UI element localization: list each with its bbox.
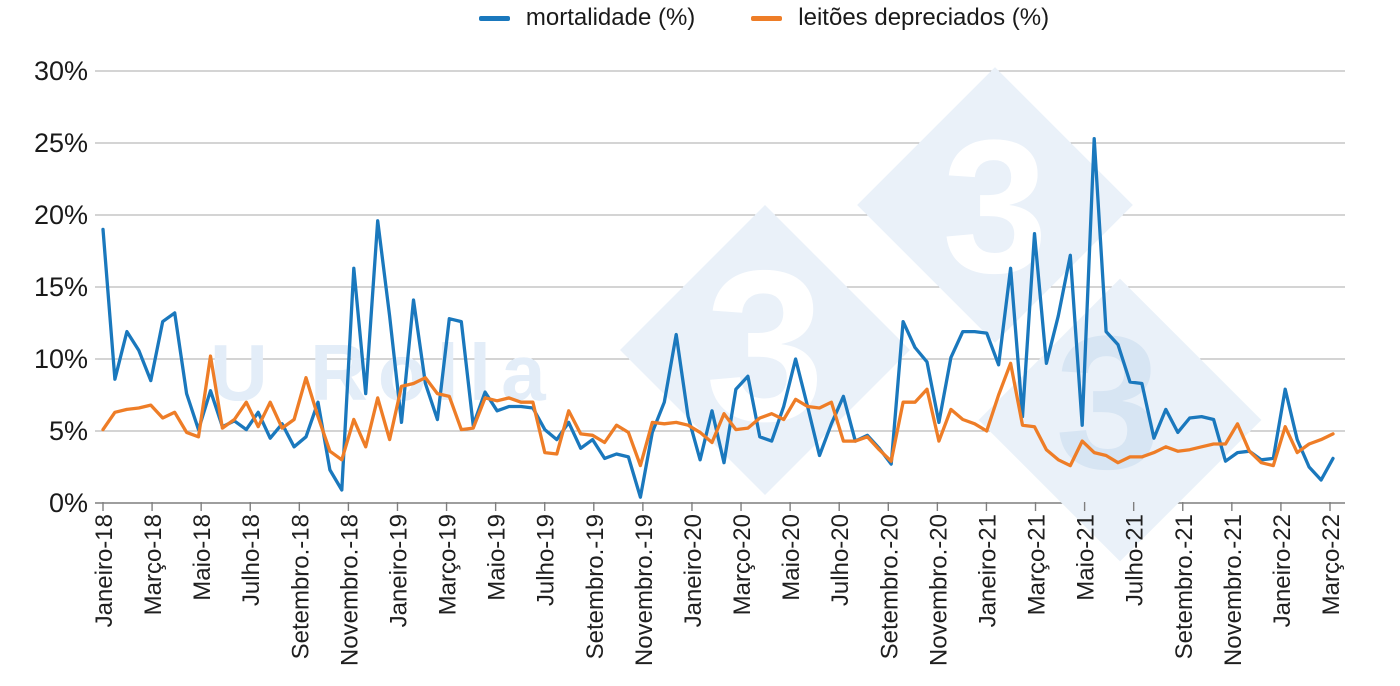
y-tick-label-25%: 25% bbox=[34, 128, 88, 158]
x-tick-label-Setembro.-20: Setembro.-20 bbox=[876, 514, 903, 659]
series-line-leitoes-depreciados bbox=[101, 354, 1335, 468]
x-tick-label-Maio-18: Maio-18 bbox=[189, 514, 216, 601]
legend-item-leitoes-depreciados: leitões depreciados (%) bbox=[751, 4, 1049, 32]
legend-label-mortalidade: mortalidade (%) bbox=[525, 4, 696, 31]
x-tick-label-Julho-19: Julho-19 bbox=[533, 514, 560, 606]
x-tick-label-Julho-20: Julho-20 bbox=[827, 514, 854, 606]
legend-line-marker-blue-icon bbox=[478, 15, 510, 21]
y-tick-label-0%: 0% bbox=[49, 488, 88, 518]
y-tick-label-10%: 10% bbox=[34, 344, 88, 374]
x-axis-ticks bbox=[102, 502, 1331, 511]
legend-label-leitoes-depreciados: leitões depreciados (%) bbox=[798, 4, 1050, 31]
legend-item-mortalidade: mortalidade (%) bbox=[478, 4, 696, 32]
x-tick-label-Maio-21: Maio-21 bbox=[1073, 514, 1100, 601]
x-tick-label-Janeiro-19: Janeiro-19 bbox=[385, 514, 412, 627]
x-tick-label-Setembro.-19: Setembro.-19 bbox=[582, 514, 609, 659]
series-line-mortalidade bbox=[101, 137, 1335, 499]
x-tick-label-Março-21: Março-21 bbox=[1024, 514, 1051, 615]
x-tick-label-Janeiro-18: Janeiro-18 bbox=[91, 514, 118, 627]
x-tick-label-Janeiro-22: Janeiro-22 bbox=[1269, 514, 1296, 627]
x-tick-label-Março-19: Março-19 bbox=[435, 514, 462, 615]
x-tick-label-Setembro.-21: Setembro.-21 bbox=[1171, 514, 1198, 659]
x-tick-label-Maio-20: Maio-20 bbox=[778, 514, 805, 601]
y-tick-label-5%: 5% bbox=[49, 416, 88, 446]
y-tick-label-30%: 30% bbox=[34, 56, 88, 86]
watermark-text: U Rolla bbox=[210, 328, 556, 417]
x-tick-label-Novembro.-21: Novembro.-21 bbox=[1220, 514, 1247, 666]
y-tick-label-20%: 20% bbox=[34, 200, 88, 230]
x-tick-label-Julho-18: Julho-18 bbox=[238, 514, 265, 606]
x-tick-label-Novembro.-18: Novembro.-18 bbox=[336, 514, 363, 666]
x-tick-label-Janeiro-21: Janeiro-21 bbox=[974, 514, 1001, 627]
y-tick-label-15%: 15% bbox=[34, 272, 88, 302]
x-tick-label-Março-22: Março-22 bbox=[1318, 514, 1345, 615]
x-tick-label-Março-18: Março-18 bbox=[140, 514, 167, 615]
watermark-digit-3: 3 bbox=[705, 225, 825, 466]
x-tick-label-Março-20: Março-20 bbox=[729, 514, 756, 615]
x-tick-label-Novembro.-20: Novembro.-20 bbox=[925, 514, 952, 666]
x-tick-label-Julho-21: Julho-21 bbox=[1122, 514, 1149, 606]
watermark-diamond-1 bbox=[857, 67, 1133, 343]
x-tick-label-Setembro.-18: Setembro.-18 bbox=[287, 514, 314, 659]
x-axis-labels: Janeiro-18 Março-18 Maio-18 Julho-18 Setembr… bbox=[91, 514, 1345, 666]
legend: mortalidade (%) leitões depreciados (%) bbox=[64, 4, 1400, 32]
y-axis-labels: 0% 5% 10% 15% 20% 25% 30% bbox=[34, 56, 88, 518]
x-tick-label-Novembro.-19: Novembro.-19 bbox=[631, 514, 658, 666]
legend-line-marker-orange-icon bbox=[751, 15, 783, 21]
x-tick-label-Maio-19: Maio-19 bbox=[484, 514, 511, 601]
x-tick-label-Janeiro-20: Janeiro-20 bbox=[680, 514, 707, 627]
